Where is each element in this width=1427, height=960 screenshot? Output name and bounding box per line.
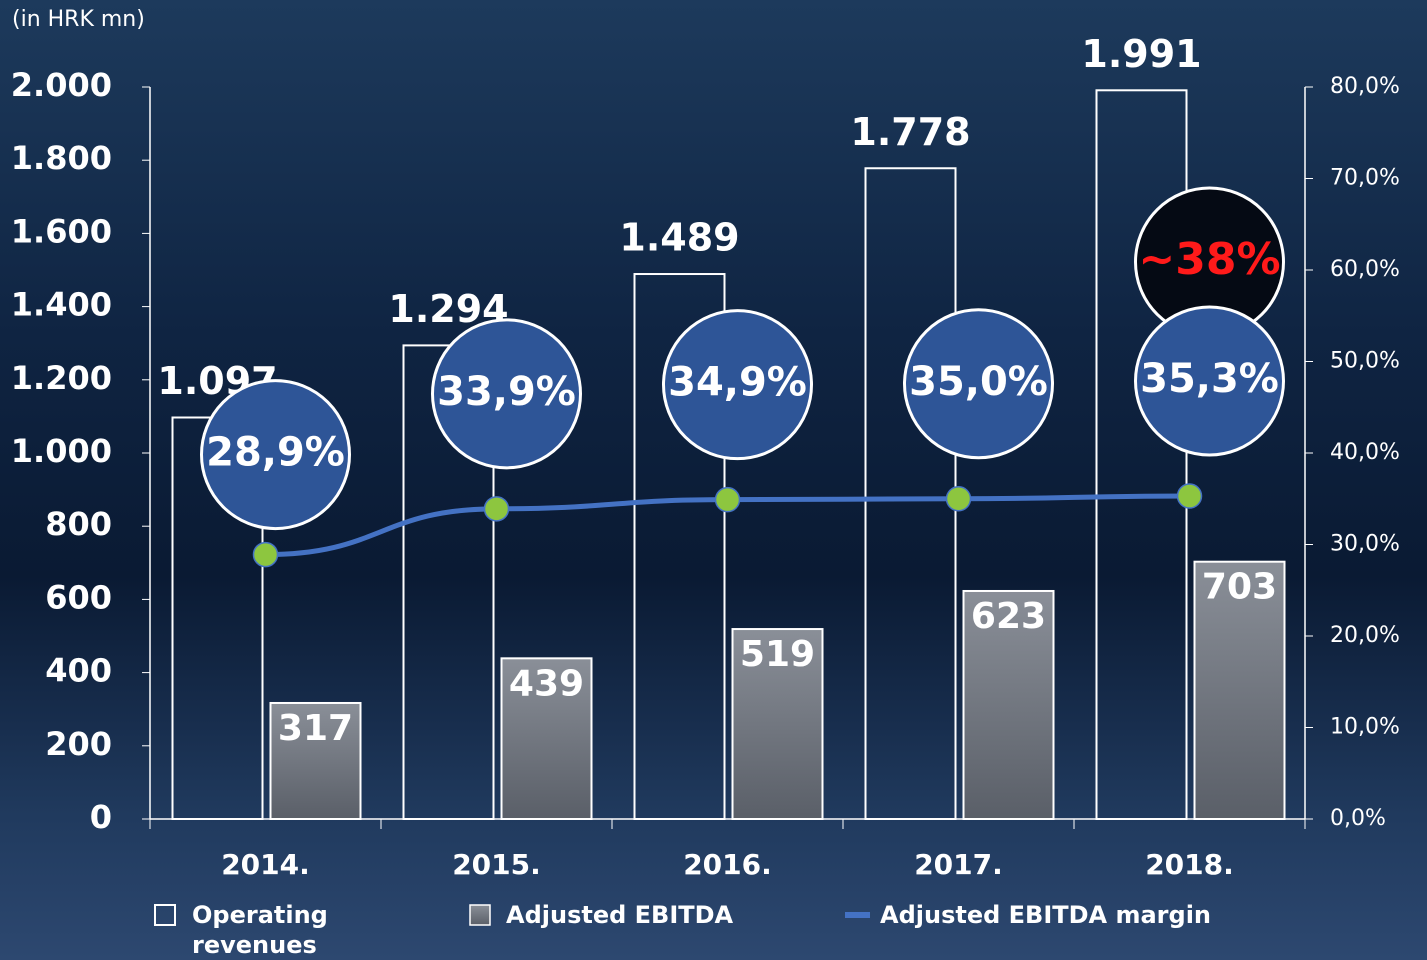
legend-label: Adjusted EBITDA margin	[880, 901, 1212, 929]
y2-tick-label: 70,0%	[1330, 166, 1400, 191]
legend-label: Adjusted EBITDA	[506, 901, 734, 929]
x-tick-label: 2016.	[683, 848, 772, 881]
unit-label: (in HRK mn)	[12, 7, 145, 32]
ebitda-bar	[1193, 560, 1286, 821]
margin-bubble	[431, 318, 582, 470]
x-tick-label: 2015.	[452, 848, 541, 881]
y2-tick-label: 10,0%	[1330, 715, 1400, 740]
legend-swatch	[154, 904, 176, 926]
legend-label: Operating revenues	[192, 901, 328, 959]
ebitda-bar	[962, 589, 1055, 820]
ebitda-label: 623	[971, 596, 1046, 637]
x-tick-label: 2017.	[914, 848, 1003, 881]
ebitda-label: 519	[740, 634, 815, 675]
y2-tick-label: 80,0%	[1330, 74, 1400, 99]
ebitda-bar	[500, 657, 593, 820]
margin-point	[483, 496, 510, 522]
revenue-bar	[402, 344, 495, 820]
ebitda-bar	[269, 701, 362, 821]
margin-label: 35,0%	[909, 359, 1048, 405]
revenue-bar	[1095, 89, 1188, 820]
ebitda-label: 317	[278, 708, 353, 749]
y-tick-label: 400	[45, 652, 112, 690]
y2-tick-label: 30,0%	[1330, 532, 1400, 557]
y-tick-label: 1.200	[11, 359, 112, 397]
ebitda-label: 703	[1202, 567, 1277, 608]
margin-label: 33,9%	[437, 369, 576, 415]
x-tick-label: 2018.	[1145, 848, 1234, 881]
y2-tick-label: 60,0%	[1330, 257, 1400, 282]
x-tick-label: 2014.	[221, 848, 310, 881]
y2-tick-label: 0,0%	[1330, 806, 1386, 831]
annotation: ~38%	[1138, 234, 1280, 285]
margin-bubble	[200, 379, 351, 531]
margin-bubble	[1134, 305, 1285, 457]
y-tick-label: 600	[45, 578, 112, 616]
y-tick-label: 2.000	[11, 66, 112, 104]
revenue-bar	[633, 273, 726, 820]
revenue-bar	[864, 167, 957, 820]
margin-point	[714, 486, 741, 513]
ebitda-bar	[731, 628, 824, 821]
y-tick-label: 800	[45, 505, 112, 543]
revenue-label: 1.489	[619, 216, 739, 260]
revenue-label: 1.991	[1081, 32, 1201, 76]
y-tick-label: 0	[90, 798, 112, 836]
legend-swatch	[469, 904, 491, 926]
margin-point	[252, 541, 279, 568]
y-tick-label: 1.000	[11, 432, 112, 470]
margin-point	[945, 486, 972, 512]
margin-bubble	[903, 308, 1054, 460]
y-tick-label: 200	[45, 725, 112, 763]
y-tick-label: 1.800	[11, 139, 112, 177]
ebitda-label: 439	[509, 663, 584, 704]
margin-label: 34,9%	[668, 360, 807, 406]
y2-tick-label: 20,0%	[1330, 623, 1400, 648]
y-tick-label: 1.400	[11, 286, 112, 324]
margin-label: 28,9%	[206, 430, 345, 476]
margin-point	[1176, 483, 1203, 509]
revenue-label: 1.778	[850, 110, 970, 154]
y-tick-label: 1.600	[11, 212, 112, 250]
y2-tick-label: 40,0%	[1330, 440, 1400, 465]
margin-bubble	[662, 309, 813, 461]
y2-tick-label: 50,0%	[1330, 349, 1400, 374]
margin-label: 35,3%	[1140, 356, 1279, 402]
